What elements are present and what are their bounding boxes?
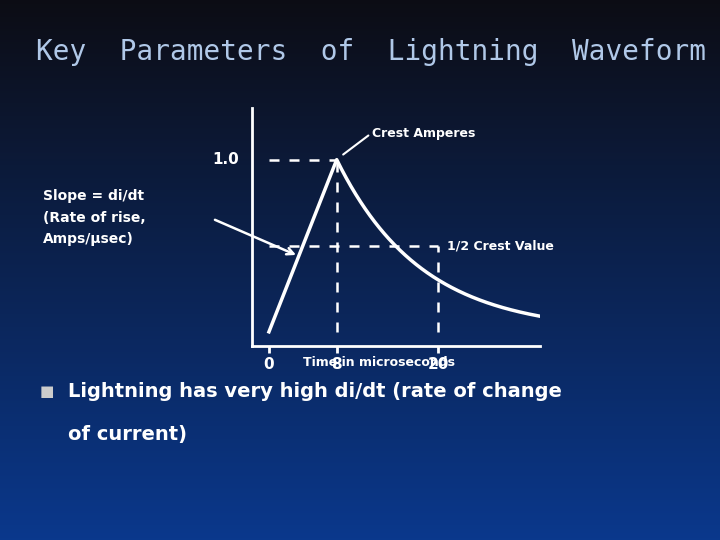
Text: Slope = di/dt: Slope = di/dt <box>43 189 144 203</box>
Text: (Rate of rise,: (Rate of rise, <box>43 211 146 225</box>
Text: 1/2 Crest Value: 1/2 Crest Value <box>447 239 554 252</box>
Text: Crest Amperes: Crest Amperes <box>372 127 476 140</box>
Text: Amps/µsec): Amps/µsec) <box>43 232 134 246</box>
Text: Time in microseconds: Time in microseconds <box>303 356 455 369</box>
Text: ■: ■ <box>40 384 54 399</box>
Text: Key  Parameters  of  Lightning  Waveform: Key Parameters of Lightning Waveform <box>36 38 706 66</box>
Text: Lightning has very high di/dt (rate of change: Lightning has very high di/dt (rate of c… <box>68 382 562 401</box>
Text: 1.0: 1.0 <box>212 152 239 167</box>
Text: of current): of current) <box>68 425 187 444</box>
